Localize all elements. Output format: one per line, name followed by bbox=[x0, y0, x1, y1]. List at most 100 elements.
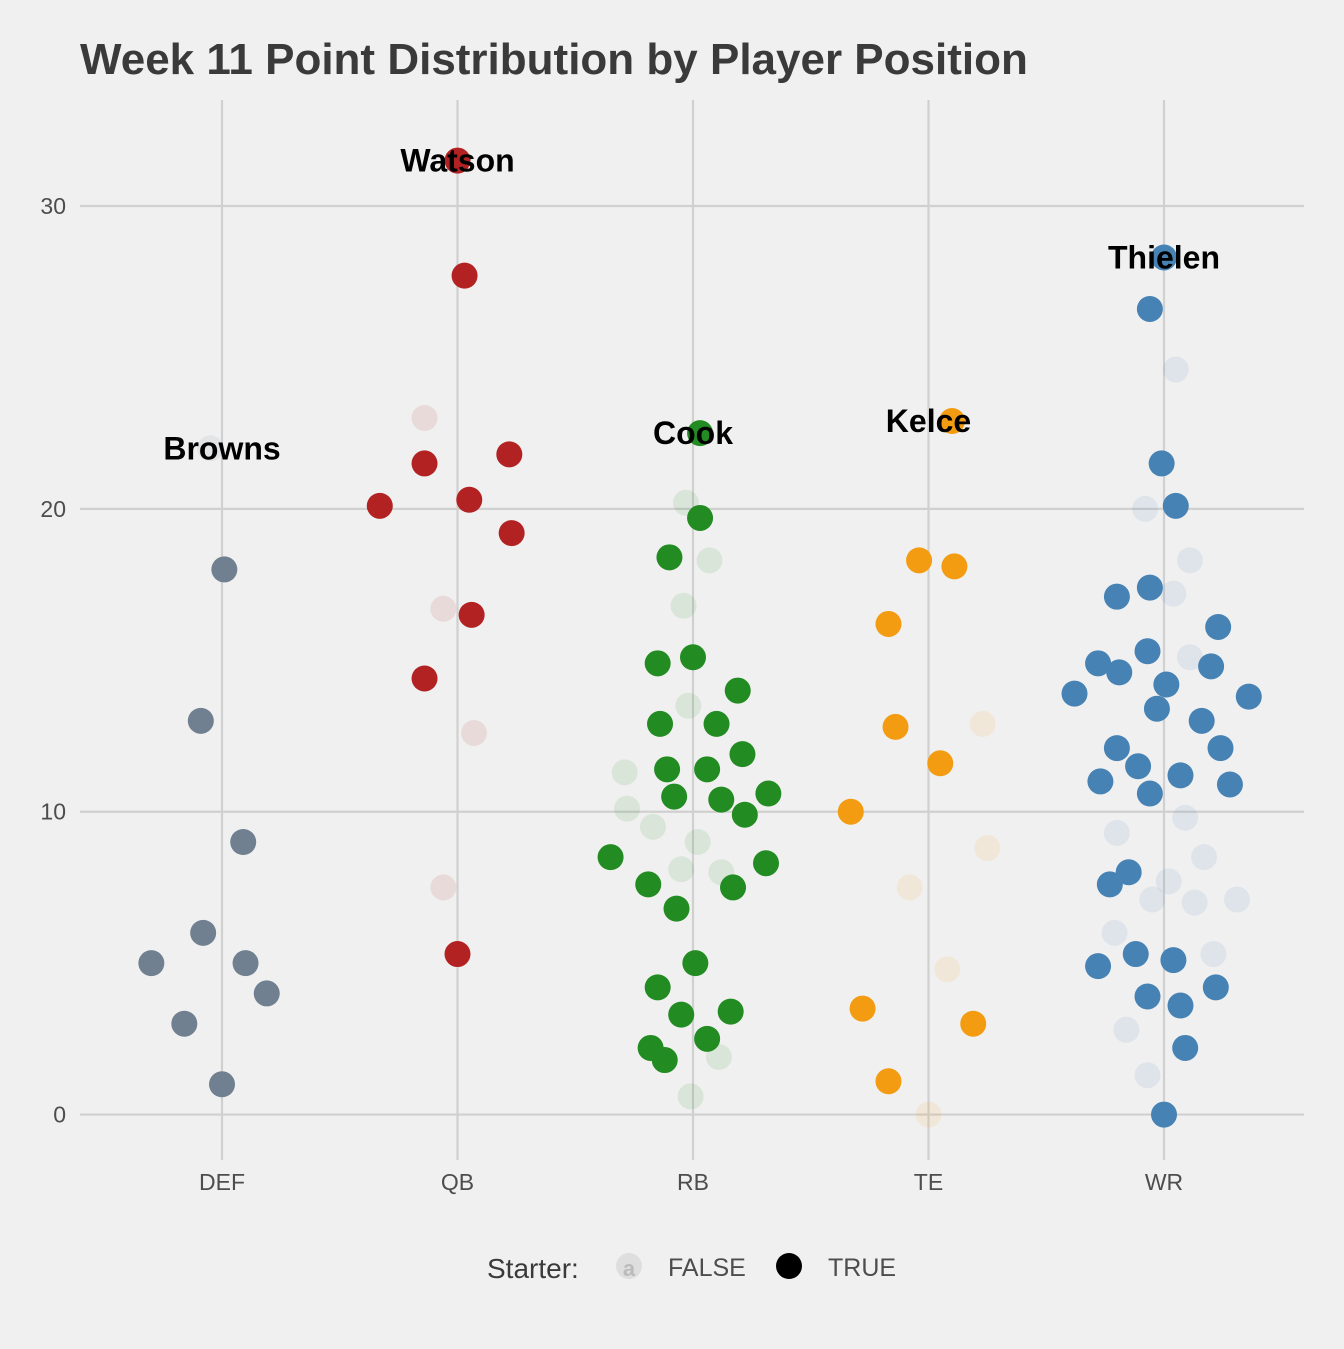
data-point-wr bbox=[1153, 671, 1180, 698]
data-point-te bbox=[969, 710, 996, 737]
data-point-rb bbox=[694, 1025, 721, 1052]
data-point-wr bbox=[1162, 492, 1189, 519]
data-point-rb bbox=[661, 783, 688, 810]
data-point-rb bbox=[639, 813, 666, 840]
data-point-wr bbox=[1167, 762, 1194, 789]
data-point-rb bbox=[644, 974, 671, 1001]
data-point-te bbox=[837, 798, 864, 825]
data-point-te bbox=[927, 750, 954, 777]
data-point-rb bbox=[724, 677, 751, 704]
data-point-wr bbox=[1205, 613, 1232, 640]
data-point-wr bbox=[1103, 735, 1130, 762]
point-label: Thielen bbox=[1108, 239, 1220, 275]
y-tick-label: 30 bbox=[40, 193, 66, 219]
data-point-rb bbox=[720, 874, 747, 901]
data-point-wr bbox=[1151, 244, 1177, 271]
data-point-wr bbox=[1207, 735, 1234, 762]
data-point-rb bbox=[717, 998, 744, 1025]
data-point-wr bbox=[1132, 495, 1159, 522]
data-point-wr bbox=[1148, 450, 1175, 477]
data-point-qb bbox=[451, 262, 478, 289]
y-tick-label: 10 bbox=[40, 799, 66, 825]
data-point-wr bbox=[1103, 819, 1130, 846]
data-point-wr bbox=[1139, 886, 1166, 913]
data-point-rb bbox=[675, 692, 702, 719]
x-tick-label: TE bbox=[914, 1169, 943, 1195]
data-point-te bbox=[941, 553, 968, 580]
x-tick-label: QB bbox=[441, 1169, 474, 1195]
data-point-te bbox=[939, 408, 966, 435]
data-point-rb bbox=[644, 650, 671, 677]
data-point-wr bbox=[1101, 919, 1128, 946]
data-point-def bbox=[187, 707, 214, 734]
x-tick-label: DEF bbox=[199, 1169, 245, 1195]
data-point-te bbox=[906, 547, 933, 574]
data-point-wr bbox=[1087, 768, 1114, 795]
data-point-wr bbox=[1103, 583, 1130, 610]
data-point-wr bbox=[1160, 580, 1187, 607]
data-point-def bbox=[197, 435, 224, 462]
chart-title: Week 11 Point Distribution by Player Pos… bbox=[80, 35, 1028, 84]
data-point-qb bbox=[496, 441, 523, 468]
data-point-wr bbox=[1191, 844, 1218, 871]
data-point-def bbox=[209, 1071, 235, 1098]
point-label: Cook bbox=[653, 415, 733, 451]
data-point-qb bbox=[411, 405, 438, 431]
data-point-rb bbox=[703, 710, 730, 737]
legend: Starter: a FALSE TRUE bbox=[487, 1253, 896, 1284]
data-point-rb bbox=[651, 1047, 678, 1074]
y-tick-labels: 0 10 20 30 bbox=[40, 193, 66, 1128]
data-point-rb bbox=[663, 895, 690, 922]
data-point-wr bbox=[1115, 859, 1142, 886]
data-point-def bbox=[190, 919, 217, 946]
data-point-wr bbox=[1125, 753, 1152, 780]
data-point-wr bbox=[1224, 886, 1251, 913]
data-point-wr bbox=[1136, 295, 1163, 322]
data-point-rb bbox=[668, 856, 695, 883]
x-tick-labels: DEF QB RB TE WR bbox=[199, 1169, 1183, 1195]
data-point-rb bbox=[668, 1001, 695, 1028]
data-point-wr bbox=[1155, 868, 1182, 895]
data-point-wr bbox=[1172, 804, 1199, 831]
data-point-qb bbox=[460, 719, 487, 746]
data-point-rb bbox=[708, 786, 735, 813]
legend-false-label: FALSE bbox=[668, 1254, 746, 1282]
data-point-wr bbox=[1061, 680, 1088, 707]
legend-true-key bbox=[776, 1253, 802, 1279]
data-point-rb bbox=[729, 741, 756, 768]
data-point-qb bbox=[444, 147, 471, 174]
data-point-te bbox=[896, 874, 923, 901]
data-point-te bbox=[915, 1101, 942, 1128]
data-point-rb bbox=[654, 756, 681, 783]
data-point-rb bbox=[731, 801, 758, 828]
data-point-rb bbox=[684, 829, 711, 855]
data-point-rb bbox=[687, 504, 714, 531]
data-point-te bbox=[974, 835, 1001, 862]
data-point-rb bbox=[614, 795, 641, 822]
data-point-rb bbox=[755, 780, 782, 807]
data-point-rb bbox=[656, 544, 683, 571]
data-point-rb bbox=[705, 1044, 732, 1071]
data-point-def bbox=[211, 556, 238, 583]
data-point-rb bbox=[696, 547, 723, 574]
data-point-rb bbox=[647, 710, 674, 737]
data-point-wr bbox=[1136, 780, 1163, 807]
data-point-qb bbox=[411, 450, 438, 477]
legend-false-key bbox=[616, 1253, 642, 1279]
data-point-wr bbox=[1162, 356, 1189, 383]
data-point-qb bbox=[444, 941, 471, 968]
data-point-rb bbox=[753, 850, 780, 877]
data-point-wr bbox=[1216, 771, 1243, 798]
data-point-rb bbox=[694, 756, 721, 783]
data-point-wr bbox=[1181, 889, 1208, 916]
points-layer bbox=[138, 147, 1262, 1128]
data-point-wr bbox=[1172, 1034, 1199, 1061]
data-point-qb bbox=[458, 601, 485, 628]
data-point-rb bbox=[635, 871, 662, 898]
data-point-te bbox=[934, 956, 961, 983]
data-point-rb bbox=[611, 759, 638, 786]
data-point-wr bbox=[1176, 644, 1203, 671]
data-point-def bbox=[230, 829, 257, 855]
